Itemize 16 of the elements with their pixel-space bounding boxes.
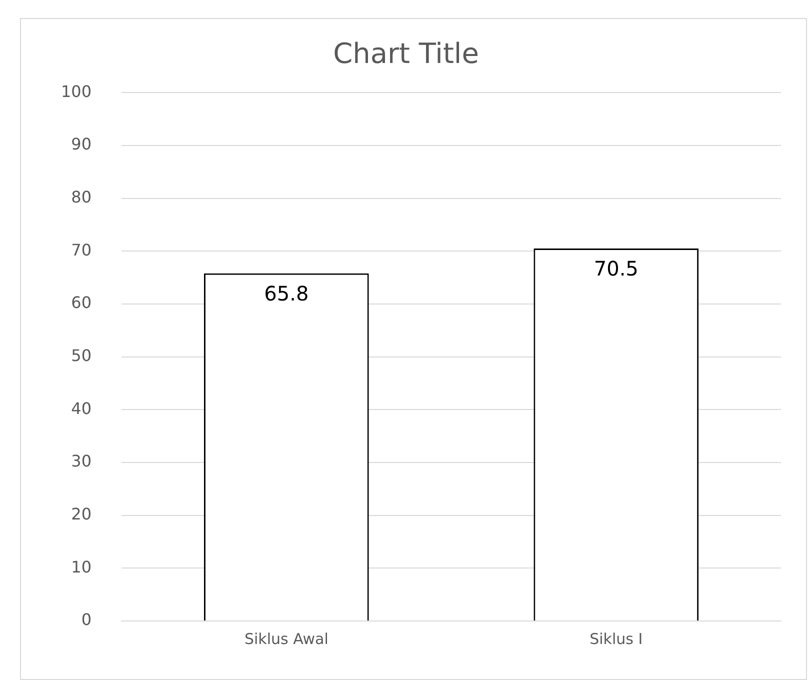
y-tick-label: 10 [71,557,92,576]
y-tick-label: 40 [71,398,92,418]
y-tick-label: 90 [71,134,92,154]
y-tick-label: 50 [71,346,92,365]
y-tick-label: 20 [71,504,92,524]
chart-title: Chart Title [333,37,479,70]
y-tick-label: 30 [71,452,92,471]
data-label: 65.8 [264,282,309,306]
y-tick-label: 60 [71,293,92,312]
x-tick-label: Siklus Awal [244,630,328,648]
y-tick-label: 100 [60,82,92,101]
x-tick-label: Siklus I [590,630,643,648]
y-tick-label: 80 [71,187,92,206]
y-tick-label: 70 [71,240,92,260]
y-tick-label: 0 [81,610,92,630]
data-label: 70.5 [594,256,638,281]
